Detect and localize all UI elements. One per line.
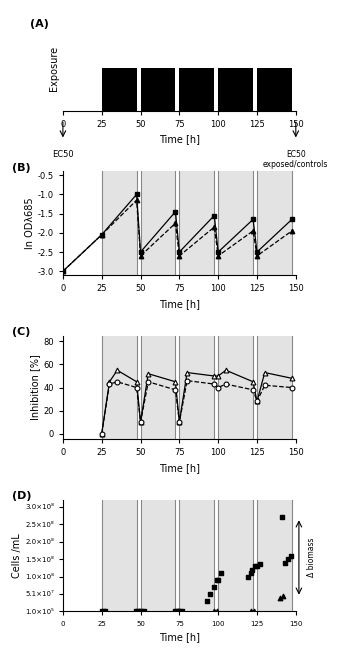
Point <box>282 557 288 568</box>
Point <box>250 564 255 575</box>
Text: (A): (A) <box>30 20 49 29</box>
Point <box>248 606 254 617</box>
Point <box>99 606 104 617</box>
Point <box>277 593 283 603</box>
Text: (D): (D) <box>12 491 31 501</box>
Point <box>175 606 181 617</box>
X-axis label: Time [h]: Time [h] <box>159 134 200 145</box>
Bar <box>257 500 292 611</box>
Point <box>216 575 221 585</box>
Point <box>280 591 286 601</box>
Bar <box>218 171 253 275</box>
Text: Δ biomass: Δ biomass <box>307 538 316 577</box>
Bar <box>102 171 137 275</box>
Point <box>208 589 213 599</box>
Point <box>254 561 260 572</box>
Bar <box>180 336 214 439</box>
Text: EC50: EC50 <box>52 150 74 158</box>
Y-axis label: Cells /mL: Cells /mL <box>12 534 22 578</box>
Point <box>138 606 143 617</box>
Bar <box>140 336 175 439</box>
Bar <box>102 336 137 439</box>
X-axis label: Time [h]: Time [h] <box>159 632 200 642</box>
X-axis label: Time [h]: Time [h] <box>159 299 200 309</box>
Y-axis label: ln ODλ685: ln ODλ685 <box>25 198 35 249</box>
Point <box>253 561 258 572</box>
Point <box>102 606 107 617</box>
Y-axis label: Exposure: Exposure <box>49 46 59 91</box>
X-axis label: Time [h]: Time [h] <box>159 463 200 473</box>
Text: EC50
exposed/controls: EC50 exposed/controls <box>263 150 328 169</box>
Point <box>214 606 219 617</box>
Bar <box>102 500 137 611</box>
Point <box>288 551 294 561</box>
Point <box>211 582 216 593</box>
Point <box>136 606 142 617</box>
Bar <box>218 336 253 439</box>
Point <box>257 559 263 570</box>
Point <box>172 606 177 617</box>
Y-axis label: Inhibition [%]: Inhibition [%] <box>31 354 40 421</box>
Point <box>211 606 216 617</box>
Point <box>102 606 107 617</box>
Point <box>175 606 181 617</box>
Point <box>214 575 219 585</box>
Text: (C): (C) <box>12 328 30 337</box>
Bar <box>140 500 175 611</box>
Point <box>99 606 104 617</box>
Bar <box>140 171 175 275</box>
Text: (B): (B) <box>12 163 30 173</box>
Point <box>172 606 177 617</box>
Point <box>136 606 142 617</box>
Point <box>133 606 139 617</box>
Point <box>248 568 254 578</box>
Bar <box>180 171 214 275</box>
Point <box>279 512 285 523</box>
Point <box>141 606 146 617</box>
Bar <box>218 500 253 611</box>
Point <box>251 606 257 617</box>
Point <box>180 606 185 617</box>
Bar <box>257 336 292 439</box>
Point <box>245 572 250 582</box>
Point <box>133 606 139 617</box>
Point <box>177 606 182 617</box>
Point <box>285 554 291 564</box>
Point <box>219 568 224 578</box>
Bar <box>257 171 292 275</box>
Point <box>205 596 210 606</box>
Bar <box>180 500 214 611</box>
